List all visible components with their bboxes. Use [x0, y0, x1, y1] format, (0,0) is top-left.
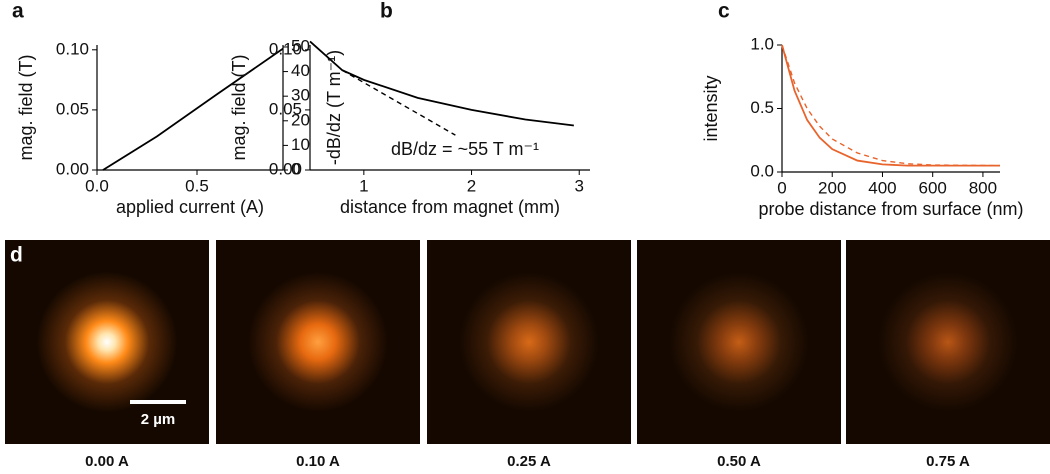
y2-axis-label: -dB/dz (T m⁻¹)	[324, 50, 344, 165]
y-tick-label: 0.05	[269, 99, 302, 118]
y-tick-label: 0.10	[269, 39, 302, 58]
data-line	[341, 69, 456, 136]
image-panel: 0.00 A 0.10 A 0.25 A 0.50 A 0.75 A d 2 µm	[5, 240, 1050, 470]
data-line	[781, 44, 1001, 167]
data-line	[309, 40, 574, 127]
x-axis-label: applied current (A)	[116, 197, 264, 217]
y-axis-label: mag. field (T)	[229, 54, 249, 160]
y-tick-label: 0.0	[750, 161, 774, 180]
y2-tick-label: 10	[291, 135, 310, 154]
y-tick-label: 0.10	[56, 39, 89, 58]
image-label: 0.00 A	[85, 453, 129, 470]
y-axis-label: mag. field (T)	[16, 54, 36, 160]
fluorescent-spot	[459, 272, 599, 412]
data-line	[781, 44, 1000, 167]
y-axis-label: intensity	[701, 75, 721, 141]
image-label: 0.50 A	[717, 453, 761, 470]
panel-label: c	[718, 0, 730, 23]
fluorescent-spot	[37, 272, 177, 412]
y2-tick-label: 30	[291, 86, 310, 105]
x-axis-label: distance from magnet (mm)	[340, 197, 560, 217]
x-tick-label: 0	[777, 178, 786, 197]
x-tick-label: 0.0	[85, 176, 109, 195]
image-label: 0.25 A	[507, 453, 551, 470]
x-tick-label: 600	[919, 178, 947, 197]
image-label: 0.75 A	[926, 453, 970, 470]
fluorescent-spot	[248, 272, 388, 412]
fluorescent-spot	[878, 272, 1018, 412]
y-tick-label: 1.0	[750, 34, 774, 53]
x-tick-label: 1	[359, 176, 368, 195]
y2-tick-label: 0	[291, 159, 300, 178]
y2-tick-label: 50	[291, 36, 310, 55]
x-tick-label: 0.5	[185, 176, 209, 195]
panel-label: d	[10, 244, 23, 267]
image-label: 0.10 A	[296, 453, 340, 470]
x-tick-label: 200	[818, 178, 846, 197]
panel-label: a	[12, 0, 24, 23]
x-tick-label: 400	[868, 178, 896, 197]
y-tick-label: 0.00	[56, 159, 89, 178]
x-tick-label: 2	[467, 176, 476, 195]
y-tick-label: 0.5	[750, 98, 774, 117]
x-tick-label: 3	[574, 176, 583, 195]
y2-tick-label: 20	[291, 110, 310, 129]
y-tick-label: 0.05	[56, 99, 89, 118]
fluorescent-spot	[669, 272, 809, 412]
annotation: dB/dz = ~55 T m⁻¹	[391, 139, 539, 159]
y-tick-label: 0.00	[269, 159, 302, 178]
y2-tick-label: 40	[291, 61, 310, 80]
x-axis-label: probe distance from surface (nm)	[758, 199, 1023, 219]
data-line	[102, 47, 284, 171]
scale-bar-label: 2 µm	[141, 411, 176, 428]
x-tick-label: 800	[969, 178, 997, 197]
panel-label: b	[380, 0, 393, 23]
